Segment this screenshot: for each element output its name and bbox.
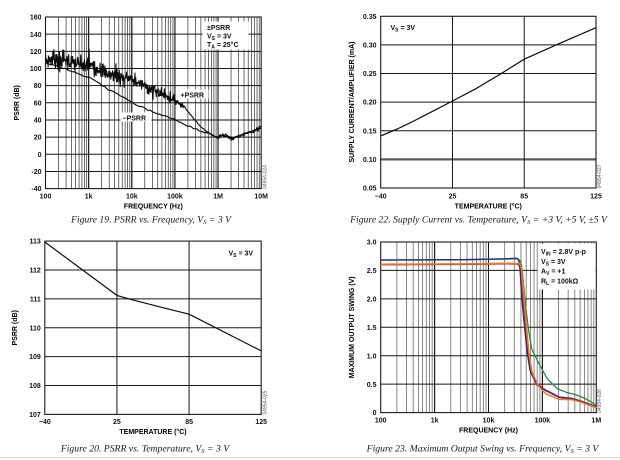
- svg-text:85: 85: [185, 419, 193, 426]
- svg-text:25: 25: [113, 419, 121, 426]
- svg-text:3.0: 3.0: [367, 240, 377, 247]
- svg-text:40: 40: [34, 118, 42, 125]
- svg-text:10k: 10k: [483, 418, 495, 425]
- svg-text:0.20: 0.20: [363, 100, 377, 107]
- svg-text:VS = 3V: VS = 3V: [207, 33, 232, 42]
- svg-text:Figure 19. PSRR vs. Frequency,: Figure 19. PSRR vs. Frequency, VS = 3 V: [70, 215, 232, 226]
- svg-text:0: 0: [373, 410, 377, 417]
- svg-text:FREQUENCY (Hz): FREQUENCY (Hz): [124, 204, 183, 211]
- svg-text:111: 111: [30, 297, 41, 304]
- svg-text:0: 0: [38, 152, 42, 159]
- svg-text:+PSRR: +PSRR: [181, 92, 205, 99]
- svg-text:60: 60: [34, 100, 42, 107]
- svg-text:1k: 1k: [431, 418, 439, 425]
- svg-text:20: 20: [34, 135, 42, 142]
- svg-text:Figure 23. Maximum Output Swin: Figure 23. Maximum Output Swing vs. Freq…: [366, 444, 600, 455]
- svg-text:100: 100: [30, 66, 42, 73]
- svg-text:−40: −40: [375, 194, 387, 201]
- svg-text:-40: -40: [31, 186, 41, 193]
- svg-text:108: 108: [29, 383, 41, 390]
- svg-text:25: 25: [449, 194, 457, 201]
- svg-text:2.0: 2.0: [367, 297, 377, 304]
- svg-text:100k: 100k: [535, 418, 551, 425]
- svg-text:−PSRR: −PSRR: [123, 115, 147, 122]
- svg-text:110: 110: [30, 325, 41, 332]
- svg-text:VS = 3V: VS = 3V: [541, 259, 566, 268]
- svg-text:10k: 10k: [126, 194, 138, 201]
- svg-text:112: 112: [30, 268, 41, 275]
- svg-text:0.25: 0.25: [363, 71, 377, 78]
- svg-text:SUPPLY CURRENT/AMPLIFIER (mA): SUPPLY CURRENT/AMPLIFIER (mA): [349, 42, 356, 163]
- svg-text:RL = 100kΩ: RL = 100kΩ: [541, 278, 579, 287]
- svg-text:FREQUENCY (Hz): FREQUENCY (Hz): [459, 428, 518, 435]
- svg-text:PSRR (dB): PSRR (dB): [14, 85, 21, 120]
- svg-text:120: 120: [30, 49, 42, 56]
- svg-text:107: 107: [29, 412, 41, 419]
- svg-text:100: 100: [40, 194, 52, 201]
- svg-text:0.05: 0.05: [363, 186, 377, 193]
- svg-text:160: 160: [30, 15, 42, 22]
- svg-text:2.5: 2.5: [367, 268, 377, 275]
- svg-text:80: 80: [34, 83, 42, 90]
- svg-text:AV = +1: AV = +1: [541, 269, 565, 278]
- svg-text:TA = 25°C: TA = 25°C: [207, 41, 239, 51]
- svg-text:PSRR (dB): PSRR (dB): [12, 310, 19, 345]
- svg-text:VS = 3V: VS = 3V: [229, 251, 254, 260]
- svg-text:0.15: 0.15: [363, 128, 377, 135]
- svg-text:VS = 3V: VS = 3V: [391, 25, 416, 34]
- svg-text:10M: 10M: [254, 194, 268, 201]
- svg-text:100: 100: [375, 418, 387, 425]
- svg-text:109: 109: [29, 354, 41, 361]
- svg-text:0.30: 0.30: [363, 43, 377, 50]
- svg-text:Figure 22. Supply Current vs.: Figure 22. Supply Current vs. Temperatur…: [349, 215, 608, 226]
- svg-text:125: 125: [590, 194, 602, 201]
- svg-text:0.10: 0.10: [363, 157, 377, 164]
- svg-text:1.5: 1.5: [367, 325, 377, 332]
- svg-text:1M: 1M: [591, 418, 601, 425]
- svg-text:TEMPERATURE (°C): TEMPERATURE (°C): [119, 428, 186, 436]
- svg-text:1.0: 1.0: [367, 353, 377, 360]
- svg-text:TEMPERATURE (°C): TEMPERATURE (°C): [455, 203, 522, 211]
- svg-text:04954-024: 04954-024: [263, 165, 269, 189]
- svg-text:04954-026: 04954-026: [597, 389, 603, 413]
- svg-text:125: 125: [255, 419, 267, 426]
- svg-text:140: 140: [30, 32, 42, 39]
- svg-text:0.35: 0.35: [363, 14, 377, 21]
- svg-text:-20: -20: [31, 169, 41, 176]
- svg-text:113: 113: [30, 239, 41, 246]
- svg-text:85: 85: [520, 194, 528, 201]
- svg-text:1M: 1M: [213, 194, 223, 201]
- svg-text:100k: 100k: [167, 194, 183, 201]
- svg-text:−40: −40: [39, 419, 51, 426]
- svg-text:0.5: 0.5: [367, 382, 377, 389]
- svg-text:04954-025: 04954-025: [263, 390, 269, 414]
- svg-text:MAXIMUM OUTPUT SWING (V): MAXIMUM OUTPUT SWING (V): [349, 276, 356, 378]
- svg-text:04954-027: 04954-027: [597, 164, 603, 188]
- svg-text:VIN = 2.8V p-p: VIN = 2.8V p-p: [541, 249, 586, 258]
- svg-text:1k: 1k: [85, 194, 93, 201]
- svg-text:±PSRR: ±PSRR: [207, 25, 230, 32]
- svg-text:Figure 20. PSRR vs. Temperatur: Figure 20. PSRR vs. Temperature, VS = 3 …: [60, 444, 230, 455]
